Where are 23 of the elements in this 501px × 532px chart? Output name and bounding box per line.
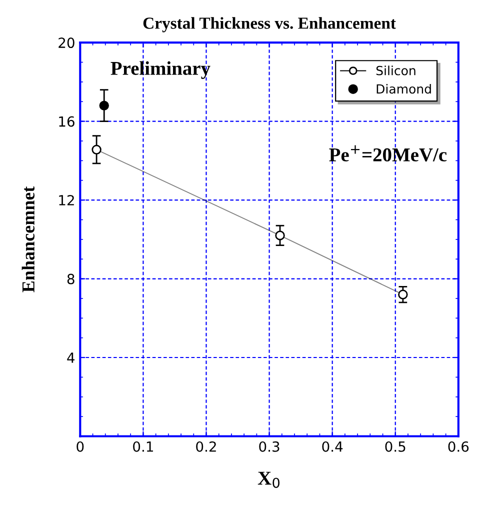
x-tick-label: 0.6 — [448, 441, 469, 452]
y-tick-label: 20 — [58, 38, 74, 48]
x-tick-label: 0.3 — [259, 441, 280, 452]
chart-title: Crystal Thickness vs. Enhancement — [143, 17, 396, 32]
annotation: Pe$^{+}$=20MeV/c — [329, 145, 447, 162]
annotation: Preliminary — [110, 61, 210, 79]
y-tick-label: 12 — [59, 195, 74, 206]
point — [398, 290, 408, 300]
y-tick-label: 16 — [59, 116, 74, 127]
y-tick-label: 4 — [67, 352, 75, 363]
x-tick-label: 0.5 — [385, 441, 406, 452]
legend-label: Diamond — [376, 84, 431, 94]
x-tick-label: 0.4 — [322, 441, 343, 452]
point — [275, 230, 285, 240]
y-tick-label: 8 — [67, 274, 74, 284]
x-axis-title: X$_{0}$ — [258, 472, 280, 488]
x-tick-label: 0.1 — [133, 441, 153, 452]
point — [99, 100, 109, 110]
x-tick-label: 0.2 — [196, 441, 216, 452]
y-axis-title: Enhancemnet — [22, 186, 35, 292]
legend-label: Silicon — [376, 66, 416, 76]
point — [92, 144, 102, 154]
x-tick-label: 0 — [76, 441, 84, 452]
